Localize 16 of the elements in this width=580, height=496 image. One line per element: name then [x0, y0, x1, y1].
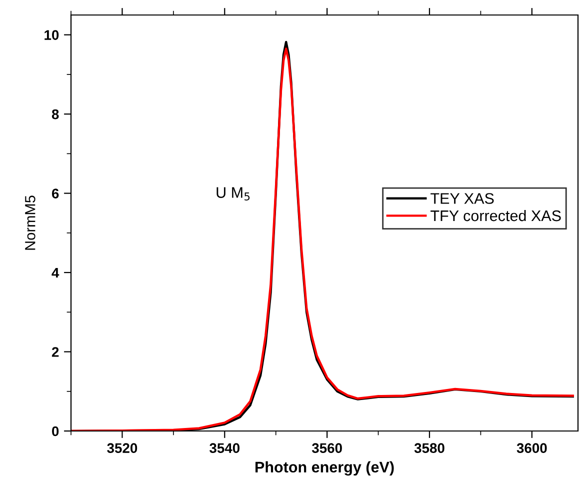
x-tick-label: 3540: [210, 443, 240, 454]
x-tick-label: 3560: [312, 443, 342, 454]
x-tick-label: 3600: [516, 443, 547, 454]
y-tick-label: 6: [52, 188, 59, 198]
x-tick-label: 3520: [107, 443, 138, 454]
y-axis-title: NormM5: [25, 196, 36, 250]
y-tick-label: 8: [52, 109, 59, 120]
legend-label: TFY corrected XAS: [430, 210, 561, 222]
y-tick-label: 10: [44, 30, 59, 40]
x-tick-label: 3580: [414, 443, 444, 454]
legend-label: TEY XAS: [430, 193, 494, 204]
x-axis-title: Photon energy (eV): [255, 461, 394, 476]
annotation: U M$_{5}$: [216, 187, 250, 200]
y-tick-label: 0: [52, 426, 59, 436]
y-tick-label: 4: [52, 268, 60, 278]
y-tick-label: 2: [52, 347, 59, 357]
